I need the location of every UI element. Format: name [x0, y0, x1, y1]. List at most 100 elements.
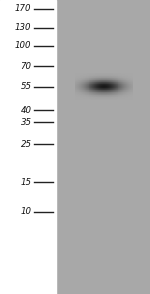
Bar [108, 99, 109, 100]
Bar [123, 76, 124, 77]
Bar [75, 92, 76, 93]
Bar [85, 90, 86, 91]
Bar [81, 76, 82, 77]
Bar [100, 76, 101, 77]
Bar [112, 76, 113, 77]
Bar [95, 85, 96, 86]
Bar [81, 73, 82, 74]
Bar [101, 85, 102, 86]
Bar [112, 78, 113, 79]
Bar [128, 88, 129, 89]
Bar [117, 93, 118, 95]
Bar [111, 79, 112, 80]
Bar [125, 93, 126, 95]
Bar [124, 92, 125, 93]
Bar [104, 79, 105, 80]
Bar [103, 97, 104, 98]
Bar [116, 84, 117, 85]
Bar [103, 79, 104, 80]
Bar [106, 93, 107, 95]
Bar [83, 92, 84, 93]
Bar [95, 73, 96, 74]
Text: 130: 130 [15, 24, 31, 32]
Bar [124, 75, 125, 76]
Bar [101, 76, 102, 77]
Bar [85, 79, 86, 80]
Bar [129, 78, 130, 79]
Bar [97, 83, 98, 84]
Bar [102, 77, 103, 78]
Bar [90, 83, 91, 84]
Bar [118, 81, 120, 82]
Bar [128, 91, 129, 92]
Bar [128, 75, 129, 76]
Bar [131, 74, 132, 75]
Bar [86, 77, 87, 78]
Bar [125, 75, 126, 76]
Bar [84, 73, 85, 74]
Bar [107, 92, 108, 93]
Bar [121, 77, 122, 78]
Bar [119, 75, 121, 76]
Bar [88, 83, 90, 84]
Bar [85, 77, 86, 78]
Bar [106, 75, 107, 76]
Bar [116, 79, 117, 80]
Bar [79, 75, 80, 76]
Bar [123, 87, 124, 88]
Bar [117, 95, 118, 96]
Bar [112, 87, 113, 88]
Bar [88, 93, 90, 95]
Bar [121, 83, 122, 84]
Bar [96, 73, 97, 74]
Bar [126, 96, 127, 97]
Bar [128, 91, 129, 93]
Bar [95, 94, 96, 95]
Bar [101, 91, 102, 92]
Bar [105, 73, 106, 74]
Bar [110, 79, 111, 80]
Bar [79, 94, 80, 95]
Bar [102, 77, 103, 78]
Bar [79, 83, 80, 84]
Bar [126, 91, 127, 93]
Bar [75, 90, 76, 91]
Bar [94, 88, 95, 89]
Bar [116, 79, 117, 80]
Bar [115, 96, 116, 97]
Bar [80, 76, 81, 77]
Bar [126, 94, 127, 95]
Bar [123, 89, 124, 90]
Bar [116, 81, 117, 82]
Bar [128, 79, 129, 80]
Bar [75, 77, 76, 78]
Bar [126, 81, 127, 82]
Bar [131, 91, 132, 92]
Bar [125, 73, 126, 74]
Bar [90, 89, 92, 91]
Bar [108, 81, 109, 82]
Bar [77, 75, 78, 76]
Bar [105, 98, 106, 99]
Bar [79, 79, 80, 80]
Bar [81, 81, 82, 82]
Bar [117, 77, 119, 78]
Bar [109, 83, 110, 84]
Bar [96, 78, 97, 79]
Bar [81, 79, 82, 80]
Bar [118, 93, 120, 95]
Bar [111, 88, 112, 89]
Bar [77, 86, 78, 87]
Bar [90, 73, 92, 74]
Bar [122, 93, 123, 95]
Bar [88, 89, 89, 91]
Bar [85, 86, 86, 87]
Bar [123, 92, 124, 93]
Bar [93, 79, 94, 80]
Bar [121, 88, 122, 89]
Bar [95, 93, 96, 94]
Bar [80, 77, 81, 78]
Bar [77, 92, 78, 93]
Bar [124, 88, 125, 89]
Bar [84, 94, 85, 95]
